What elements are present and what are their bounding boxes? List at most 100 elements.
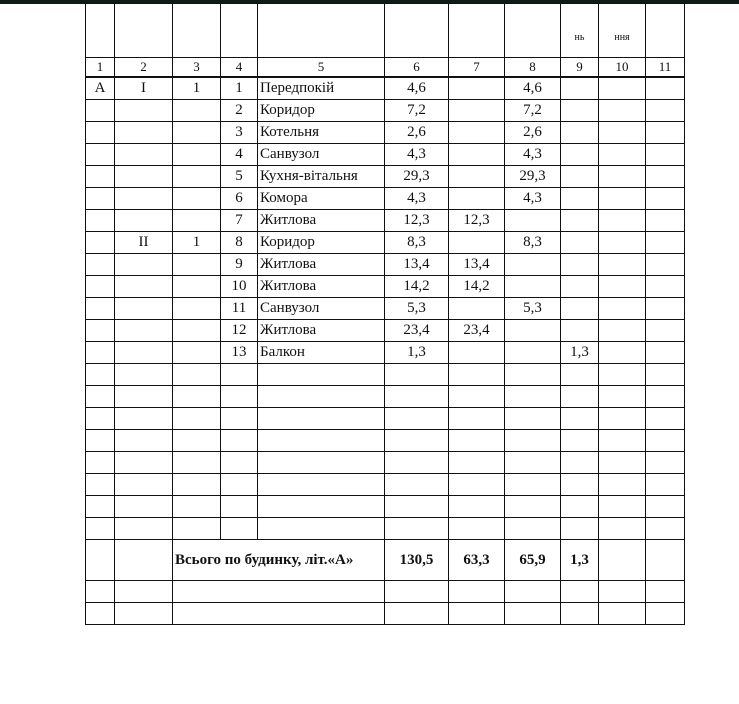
cell-col-8 (598, 602, 646, 625)
cell-col-11 (645, 495, 685, 518)
cell-col-8 (504, 341, 561, 364)
cell-col-4 (384, 580, 449, 603)
cell-col-4 (220, 495, 258, 518)
cell-col-8: 8 (504, 57, 561, 78)
cell-col-7 (448, 385, 505, 408)
cell-col-2 (114, 165, 173, 188)
cell-col-9 (560, 165, 599, 188)
cell-col-5 (257, 363, 385, 386)
table-row: 4 Санвузол 4,3 4,3 (85, 143, 685, 166)
cell-col-3 (172, 165, 221, 188)
table-row: 2 Коридор 7,2 7,2 (85, 99, 685, 122)
cell-col-9: 9 (560, 57, 599, 78)
cell-col-3 (172, 473, 221, 496)
cell-col-7 (448, 3, 505, 58)
cell-col-5: Кухня-вітальня (257, 165, 385, 188)
cell-col-9 (560, 517, 599, 540)
cell-col-10 (598, 143, 646, 166)
cell-col-4 (220, 451, 258, 474)
cell-col-11 (645, 319, 685, 342)
cell-col-6 (504, 602, 561, 625)
cell-col-10: 10 (598, 57, 646, 78)
cell-col-6: 5,3 (384, 297, 449, 320)
cell-col-9: нь (560, 3, 599, 58)
cell-col-8 (504, 275, 561, 298)
cell-col-11 (645, 275, 685, 298)
cell-col-4: 5 (220, 165, 258, 188)
cell-col-2 (114, 517, 173, 540)
cell-col-11 (645, 143, 685, 166)
cell-col-1 (85, 297, 115, 320)
cell-col-8 (504, 495, 561, 518)
cell-col-7 (448, 143, 505, 166)
cell-col-6: 12,3 (384, 209, 449, 232)
cell-col-5: Санвузол (257, 297, 385, 320)
cell-col-4: 130,5 (384, 539, 449, 581)
cell-col-10 (598, 165, 646, 188)
cell-col-8: 4,3 (504, 187, 561, 210)
cell-col-5: Житлова (257, 209, 385, 232)
cell-col-6 (384, 385, 449, 408)
cell-col-6 (504, 580, 561, 603)
cell-col-5 (257, 385, 385, 408)
cell-col-5: Коридор (257, 231, 385, 254)
cell-col-9 (560, 407, 599, 430)
cell-col-2 (114, 275, 173, 298)
cell-col-5: Житлова (257, 253, 385, 276)
cell-col-1 (85, 385, 115, 408)
cell-col-10 (598, 451, 646, 474)
cell-col-6: 6 (384, 57, 449, 78)
cell-col-1 (85, 451, 115, 474)
empty-row (85, 517, 685, 540)
table-row: А I 1 1 Передпокій 4,6 4,6 (85, 76, 685, 100)
cell-col-5 (257, 473, 385, 496)
cell-col-10 (598, 319, 646, 342)
total-row: Всього по будинку, літ.«А» 130,5 63,3 65,9 1… (85, 539, 685, 581)
cell-col-7 (448, 341, 505, 364)
cell-col-6 (384, 429, 449, 452)
cell-col-2 (114, 319, 173, 342)
cell-col-5: Передпокій (257, 76, 385, 100)
cell-col-5: 63,3 (448, 539, 505, 581)
cell-col-8 (504, 319, 561, 342)
cell-col-3 (172, 429, 221, 452)
cell-col-2 (114, 580, 173, 603)
cell-col-7 (560, 602, 599, 625)
cell-col-2 (114, 297, 173, 320)
cell-col-2 (114, 341, 173, 364)
header-row: нь ння (85, 3, 685, 58)
cell-col-11 (645, 407, 685, 430)
cell-col-2 (114, 495, 173, 518)
table-row: II 1 8 Коридор 8,3 8,3 (85, 231, 685, 254)
cell-col-6: 1,3 (384, 341, 449, 364)
empty-row (85, 473, 685, 496)
cell-col-1: 1 (85, 57, 115, 78)
cell-col-5 (257, 495, 385, 518)
cell-col-7 (448, 76, 505, 100)
cell-col-2: 2 (114, 57, 173, 78)
cell-col-10 (598, 187, 646, 210)
cell-col-7: 12,3 (448, 209, 505, 232)
cell-col-3 (172, 209, 221, 232)
cell-col-11 (645, 363, 685, 386)
cell-col-8: 2,6 (504, 121, 561, 144)
cell-col-5 (448, 580, 505, 603)
cell-col-6 (384, 495, 449, 518)
cell-col-8 (504, 3, 561, 58)
cell-col-10: ння (598, 3, 646, 58)
cell-col-3 (172, 187, 221, 210)
cell-col-1: А (85, 76, 115, 100)
cell-col-3: 1 (172, 231, 221, 254)
cell-col-9 (560, 319, 599, 342)
cell-col-7 (560, 580, 599, 603)
table-row: 13 Балкон 1,3 1,3 (85, 341, 685, 364)
cell-col-4 (220, 517, 258, 540)
cell-col-1 (85, 275, 115, 298)
cell-col-2 (114, 253, 173, 276)
cell-col-10 (598, 495, 646, 518)
cell-col-10 (598, 76, 646, 100)
cell-col-9 (560, 231, 599, 254)
cell-col-11 (645, 209, 685, 232)
cell-col-5 (257, 517, 385, 540)
cell-col-2 (114, 143, 173, 166)
